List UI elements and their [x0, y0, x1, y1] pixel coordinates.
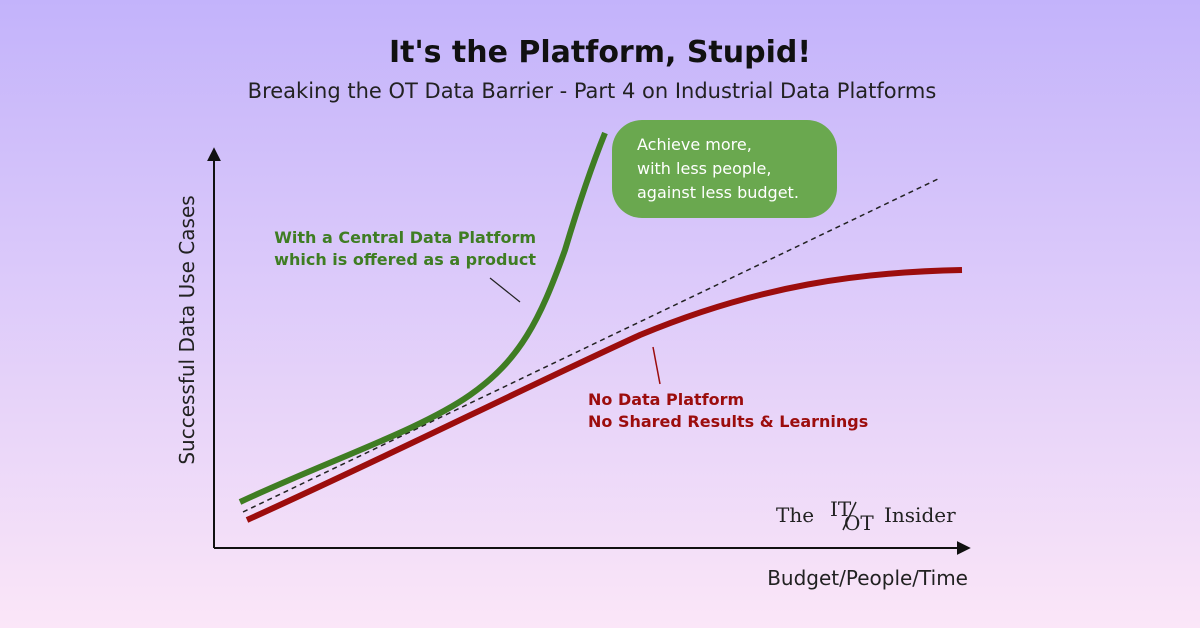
pointer	[489, 277, 521, 303]
no-platform-label: No Shared Results & Learnings	[588, 412, 868, 431]
platform-label: With a Central Data Platform	[274, 228, 536, 247]
callout-text: Achieve more,	[637, 135, 752, 154]
no-platform-curve	[245, 267, 963, 523]
callout-text: against less budget.	[637, 183, 799, 202]
logo-mark: IT	[830, 497, 852, 521]
reference-line	[242, 177, 941, 513]
logo-text: The	[776, 503, 814, 527]
callout-bubble	[612, 120, 837, 218]
logo-mark: OT	[844, 511, 874, 535]
platform-label: which is offered as a product	[274, 250, 536, 269]
platform-curve	[238, 131, 608, 505]
subtitle: Breaking the OT Data Barrier - Part 4 on…	[248, 79, 937, 103]
y-axis-label: Successful Data Use Cases	[175, 195, 199, 464]
logo: The IT OT Insider	[776, 497, 956, 535]
pointer	[652, 346, 661, 385]
title: It's the Platform, Stupid!	[389, 35, 811, 70]
logo-text: Insider	[884, 503, 956, 527]
callout-text: with less people,	[637, 159, 771, 178]
logo-slash	[842, 501, 857, 531]
no-platform-label: No Data Platform	[588, 390, 744, 409]
x-axis-label: Budget/People/Time	[767, 566, 968, 590]
